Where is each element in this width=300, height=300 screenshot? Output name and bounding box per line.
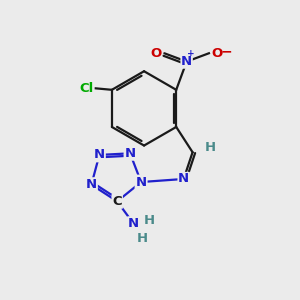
- Text: N: N: [181, 55, 192, 68]
- Text: N: N: [94, 148, 105, 161]
- Text: N: N: [136, 176, 147, 188]
- Text: C: C: [112, 195, 122, 208]
- Text: −: −: [221, 44, 232, 58]
- Text: +: +: [187, 49, 194, 58]
- Text: N: N: [124, 147, 136, 160]
- Text: H: H: [143, 214, 155, 226]
- Text: N: N: [86, 178, 97, 191]
- Text: O: O: [212, 47, 223, 60]
- Text: N: N: [128, 217, 139, 230]
- Text: Cl: Cl: [80, 82, 94, 95]
- Text: H: H: [205, 141, 216, 154]
- Text: H: H: [136, 232, 147, 245]
- Text: N: N: [178, 172, 189, 185]
- Text: O: O: [150, 47, 162, 60]
